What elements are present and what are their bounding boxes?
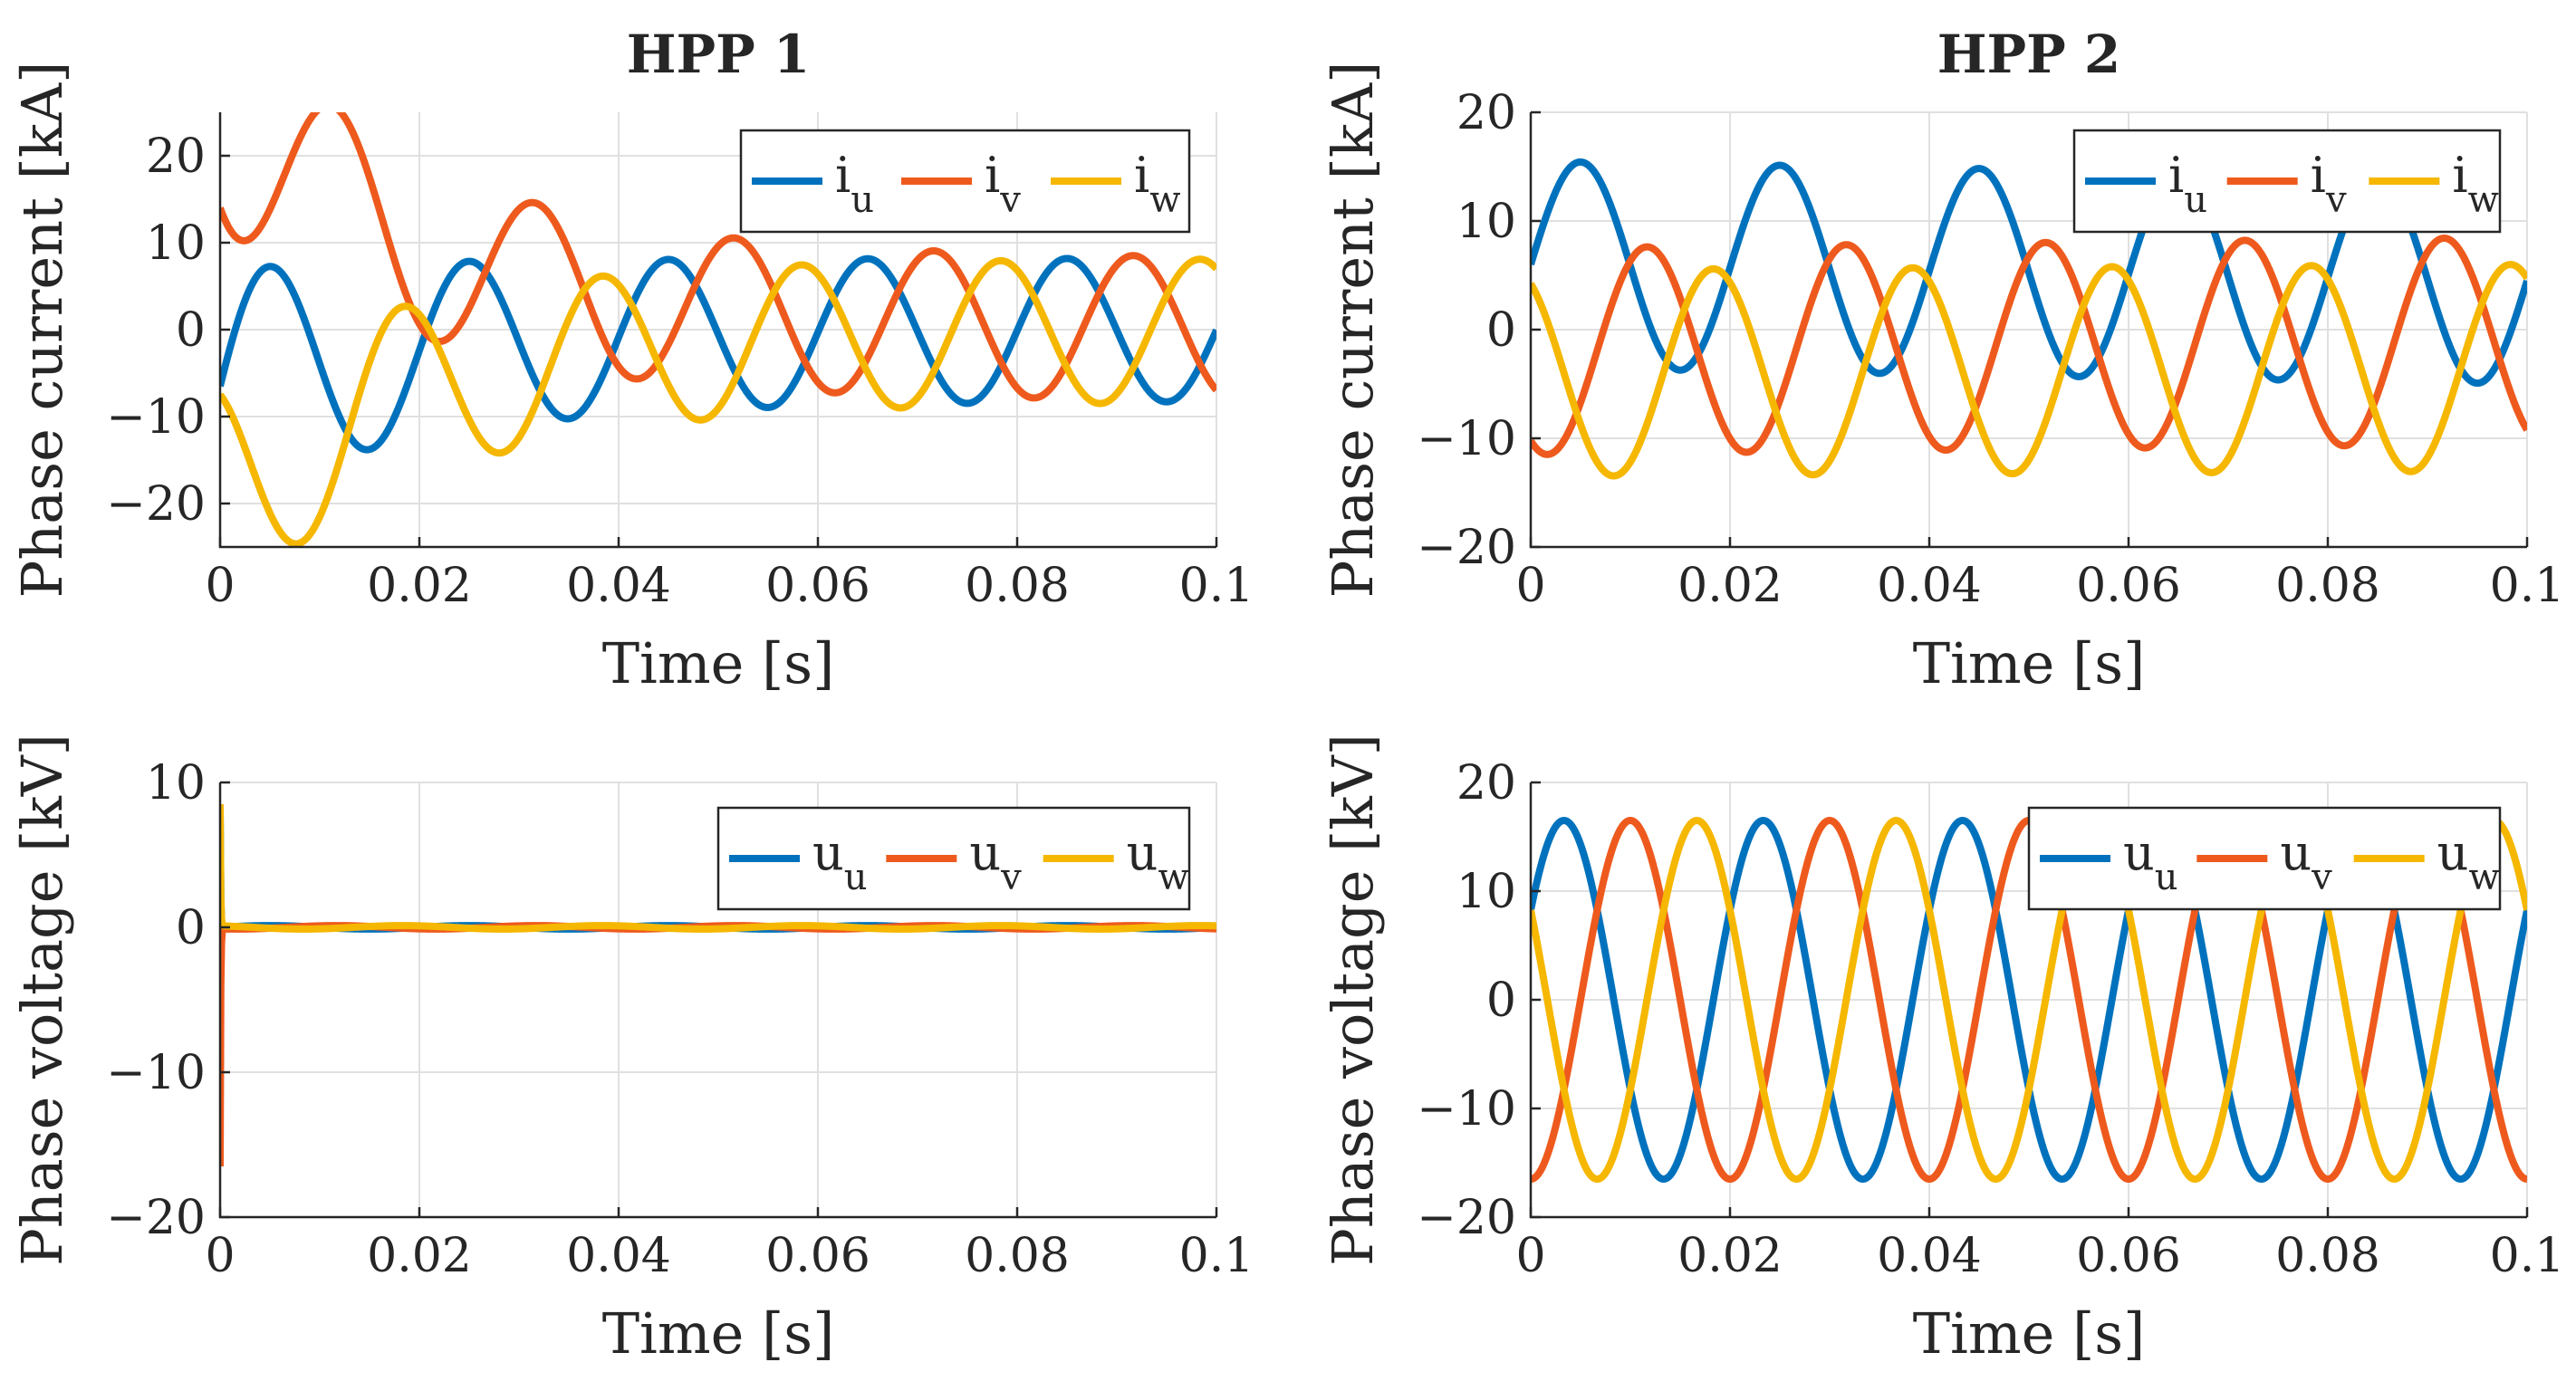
x-tick-label: 0.02 — [1677, 559, 1783, 613]
x-tick-label: 0.02 — [367, 559, 472, 613]
x-tick-label: 0.1 — [1179, 559, 1254, 613]
y-tick-label: 0 — [1486, 974, 1516, 1028]
x-tick-label: 0.04 — [1877, 1229, 1982, 1283]
series-line-i-w — [1531, 261, 2527, 480]
x-axis-label: Time [s] — [602, 1300, 835, 1367]
y-tick-label: −10 — [106, 1046, 206, 1100]
y-axis-label: Phase current [kA] — [1320, 62, 1386, 599]
y-tick-label: −20 — [106, 477, 206, 532]
x-tick-label: 0.06 — [2076, 559, 2181, 613]
legend: uu uv uw — [2027, 806, 2502, 911]
x-tick-label: 0.08 — [2275, 1229, 2380, 1283]
series-line-u-w — [220, 803, 1216, 933]
legend: iu iv iw — [739, 129, 1191, 234]
chart-title: HPP 1 — [627, 24, 811, 85]
legend-subscript: u — [844, 857, 868, 898]
y-tick-label: −20 — [1417, 521, 1516, 575]
y-tick-label: 20 — [146, 130, 206, 184]
x-tick-label: 0.08 — [2275, 559, 2380, 613]
x-tick-label: 0.02 — [1677, 1229, 1783, 1283]
y-tick-label: 10 — [146, 216, 206, 271]
legend-subscript: v — [999, 179, 1021, 221]
x-tick-label: 0.06 — [765, 1229, 870, 1283]
y-axis-label: Phase voltage [kV] — [1320, 734, 1386, 1266]
legend-subscript: u — [2155, 857, 2178, 898]
x-tick-label: 0.04 — [1877, 559, 1982, 613]
x-tick-label: 0 — [205, 1229, 235, 1283]
legend-subscript: w — [2468, 179, 2499, 221]
series-line-u-v — [220, 922, 1216, 1167]
chart-hpp2-voltage: 0 0.02 0.04 0.06 0.08 0.1 −20 −10 0 10 20 Time [s] P… — [1320, 734, 2564, 1367]
legend-subscript: w — [1158, 857, 1188, 898]
x-tick-label: 0.06 — [2076, 1229, 2181, 1283]
x-axis-label: Time [s] — [1913, 630, 2146, 696]
y-tick-label: 0 — [1486, 303, 1516, 358]
y-tick-label: 10 — [1456, 195, 1516, 249]
legend-subscript: w — [2468, 857, 2499, 898]
y-axis-label: Phase voltage [kV] — [9, 734, 75, 1266]
y-tick-label: −10 — [106, 390, 206, 445]
y-tick-label: 20 — [1456, 86, 1516, 140]
y-tick-label: 10 — [1456, 865, 1516, 919]
x-tick-label: 0.08 — [965, 1229, 1070, 1283]
x-tick-label: 0.1 — [2490, 559, 2565, 613]
x-tick-label: 0.06 — [765, 559, 870, 613]
series-line-i-v — [1531, 235, 2527, 458]
legend-subscript: v — [2325, 179, 2347, 221]
x-tick-label: 0.04 — [566, 559, 671, 613]
y-tick-label: 20 — [1456, 756, 1516, 811]
y-tick-label: −10 — [1417, 1082, 1516, 1137]
legend-subscript: u — [2184, 179, 2207, 221]
legend-subscript: v — [1000, 857, 1022, 898]
x-tick-label: 0.08 — [965, 559, 1070, 613]
x-tick-label: 0 — [1515, 1229, 1545, 1283]
chart-hpp1-current: 0 0.02 0.04 0.06 0.08 0.1 −20 −10 0 10 20 Time [s] P… — [9, 24, 1254, 696]
series-line-i-v — [220, 112, 1216, 402]
series-line-i-u — [220, 254, 1216, 454]
y-tick-label: 10 — [146, 756, 206, 811]
x-tick-label: 0.02 — [367, 1229, 472, 1283]
x-tick-label: 0.1 — [1179, 1229, 1254, 1283]
y-axis-label: Phase current [kA] — [9, 62, 75, 599]
legend-subscript: u — [851, 179, 874, 221]
x-tick-label: 0.04 — [566, 1229, 671, 1283]
series-line-u-w — [1531, 817, 2527, 1183]
y-tick-label: −10 — [1417, 412, 1516, 466]
legend-subscript: v — [2311, 857, 2332, 898]
legend: iu iv iw — [2072, 129, 2502, 234]
x-tick-label: 0 — [205, 559, 235, 613]
chart-title: HPP 2 — [1937, 24, 2121, 85]
x-axis-label: Time [s] — [602, 630, 835, 696]
legend-subscript: w — [1149, 179, 1180, 221]
x-tick-label: 0 — [1515, 559, 1545, 613]
x-tick-label: 0.1 — [2490, 1229, 2565, 1283]
legend: uu uv uw — [716, 806, 1191, 911]
chart-hpp2-current: 0 0.02 0.04 0.06 0.08 0.1 −20 −10 0 10 20 Time [s] P… — [1320, 24, 2564, 696]
y-tick-label: 0 — [176, 901, 206, 955]
y-tick-label: −20 — [106, 1191, 206, 1245]
chart-hpp1-voltage: 0 0.02 0.04 0.06 0.08 0.1 −20 −10 0 10 Time [s] Pha… — [9, 734, 1254, 1367]
y-tick-label: −20 — [1417, 1191, 1516, 1245]
y-tick-label: 0 — [176, 303, 206, 358]
series-line-i-w — [220, 255, 1216, 547]
x-axis-label: Time [s] — [1913, 1300, 2146, 1367]
